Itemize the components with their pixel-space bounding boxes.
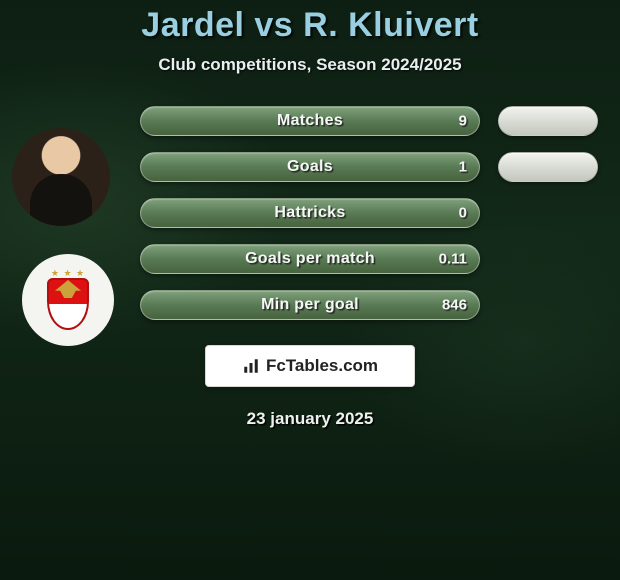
stat-row: Matches 9 — [0, 105, 620, 137]
benfica-crest-graphic: ★ ★ ★ — [43, 270, 93, 330]
snapshot-date: 23 january 2025 — [247, 409, 374, 429]
subtitle: Club competitions, Season 2024/2025 — [158, 55, 461, 75]
stat-bar: Goals per match 0.11 — [140, 244, 480, 274]
club-crest: ★ ★ ★ — [22, 254, 114, 346]
bar-chart-icon — [242, 357, 260, 375]
stat-label: Hattricks — [274, 204, 345, 222]
stat-pill-right — [498, 152, 598, 182]
stat-bar: Min per goal 846 — [140, 290, 480, 320]
stat-pill-right — [498, 106, 598, 136]
stat-label: Min per goal — [261, 296, 359, 314]
stat-value-left: 1 — [459, 159, 467, 176]
stat-label: Goals per match — [245, 250, 375, 268]
stat-label: Matches — [277, 112, 343, 130]
page-title: Jardel vs R. Kluivert — [141, 6, 478, 45]
source-logo-text: FcTables.com — [266, 356, 378, 376]
stat-value-left: 0 — [459, 205, 467, 222]
source-logo: FcTables.com — [205, 345, 415, 387]
stat-bar: Goals 1 — [140, 152, 480, 182]
player-avatar — [12, 128, 110, 226]
stat-value-left: 9 — [459, 113, 467, 130]
stat-label: Goals — [287, 158, 333, 176]
stat-value-left: 846 — [442, 297, 467, 314]
stat-value-left: 0.11 — [439, 251, 467, 268]
content-root: Jardel vs R. Kluivert Club competitions,… — [0, 0, 620, 580]
stat-bar: Matches 9 — [140, 106, 480, 136]
stat-bar: Hattricks 0 — [140, 198, 480, 228]
